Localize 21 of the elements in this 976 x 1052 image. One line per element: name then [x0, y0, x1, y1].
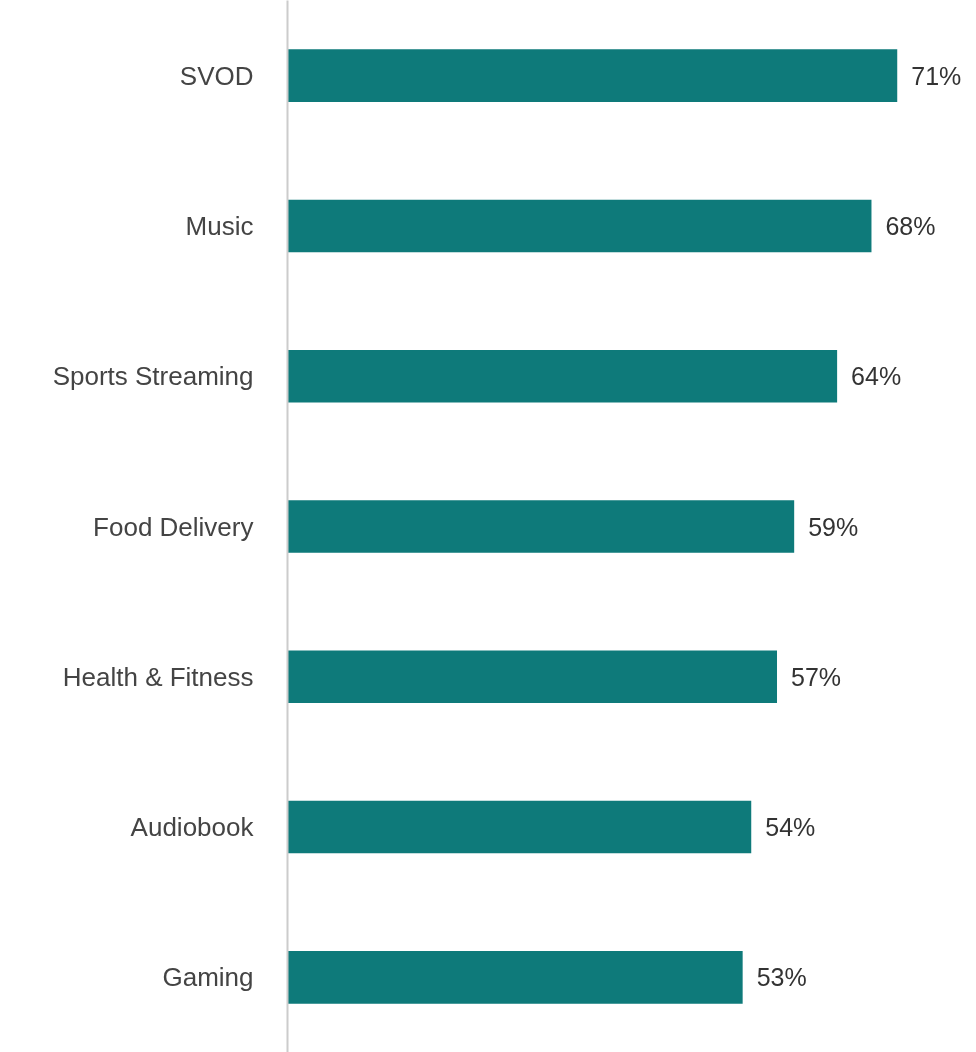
bar — [287, 349, 838, 403]
y-tick-label: Health & Fitness — [62, 661, 254, 692]
bar — [287, 800, 752, 854]
y-tick-label: SVOD — [179, 60, 254, 91]
data-label: 59% — [808, 512, 859, 541]
bar — [287, 500, 795, 553]
data-label: 53% — [756, 963, 807, 992]
data-label: 64% — [851, 362, 902, 391]
y-tick-label: Sports Streaming — [52, 361, 254, 392]
bar — [287, 199, 872, 253]
bar — [287, 49, 898, 102]
data-label: 71% — [911, 61, 962, 90]
bar — [287, 951, 743, 1004]
data-label: 54% — [765, 813, 816, 842]
y-tick-label: Audiobook — [130, 812, 255, 843]
y-tick-label: Music — [185, 210, 254, 241]
y-tick-label: Gaming — [162, 962, 254, 993]
bar — [287, 650, 778, 704]
data-label: 57% — [791, 662, 842, 691]
data-label: 68% — [885, 211, 936, 240]
y-tick-label: Food Delivery — [93, 511, 254, 542]
